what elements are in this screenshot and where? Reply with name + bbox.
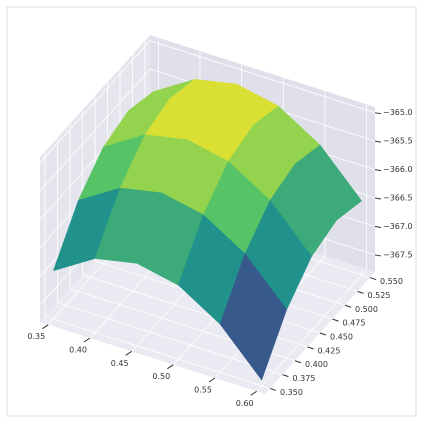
tick-mark xyxy=(374,112,382,115)
z-tick-label: −367.0 xyxy=(383,222,413,231)
tick-mark xyxy=(374,197,382,200)
y-tick-label: 0.350 xyxy=(280,388,303,397)
x-tick-label: 0.55 xyxy=(194,386,212,395)
surface-facet xyxy=(219,253,287,381)
tick-mark xyxy=(250,390,257,396)
z-tick-label: −367.5 xyxy=(383,250,413,259)
tick-mark xyxy=(374,169,382,172)
y-tick-label: 0.375 xyxy=(293,374,316,383)
tick-mark xyxy=(374,254,382,257)
y-tick-label: 0.400 xyxy=(305,360,328,369)
tick-mark xyxy=(83,337,91,343)
x-tick-label: 0.60 xyxy=(236,399,254,408)
grid-line xyxy=(149,40,376,114)
y-tick-label: 0.550 xyxy=(380,277,403,286)
z-tick-label: −365.5 xyxy=(383,137,413,146)
x-tick-label: 0.45 xyxy=(111,359,129,368)
tick-mark xyxy=(369,277,377,281)
z-tick-label: −365.0 xyxy=(383,108,413,117)
z-tick-label: −366.5 xyxy=(383,194,413,203)
tick-mark xyxy=(282,374,289,378)
x-tick-label: 0.35 xyxy=(27,332,45,341)
tick-mark xyxy=(307,346,314,350)
tick-mark xyxy=(167,364,174,370)
tick-mark xyxy=(374,140,382,143)
grid-line xyxy=(44,316,271,389)
tick-mark xyxy=(294,360,302,364)
tick-mark xyxy=(374,225,382,228)
y-tick-label: 0.425 xyxy=(318,346,341,355)
y-tick-label: 0.475 xyxy=(343,319,366,328)
tick-mark xyxy=(319,332,327,336)
y-tick-label: 0.525 xyxy=(368,291,391,300)
y-tick-label: 0.500 xyxy=(355,305,378,314)
tick-mark xyxy=(208,377,216,383)
tick-mark xyxy=(357,290,364,294)
grid-line xyxy=(57,302,283,375)
x-tick-label: 0.40 xyxy=(69,346,87,355)
tick-mark xyxy=(332,318,339,322)
grid-line xyxy=(39,40,151,163)
x-tick-label: 0.50 xyxy=(152,372,170,381)
tick-mark xyxy=(42,324,49,330)
tick-mark xyxy=(125,350,132,356)
tick-mark xyxy=(344,304,352,308)
z-tick-label: −366.0 xyxy=(383,165,413,174)
grid-line xyxy=(39,68,151,192)
tick-mark xyxy=(269,387,277,391)
y-tick-label: 0.450 xyxy=(330,333,353,342)
